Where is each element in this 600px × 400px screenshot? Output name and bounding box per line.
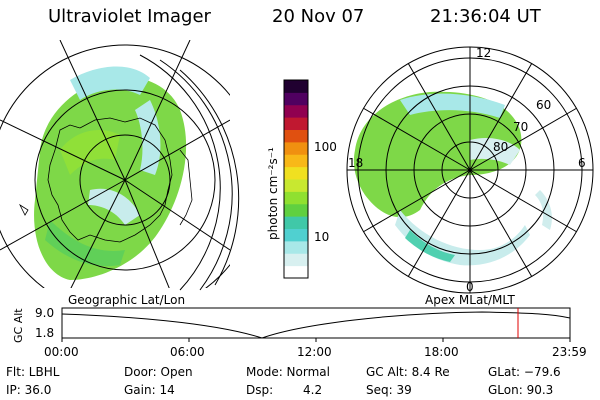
lat-circles-left <box>0 44 230 288</box>
continent-outline <box>47 117 173 243</box>
auroral-emission-left <box>34 66 187 281</box>
altitude-ytick-bottom: 1.8 <box>35 326 55 340</box>
mlat-label-60: 60 <box>536 98 552 112</box>
colorbar-cell <box>284 265 308 279</box>
colorbar-cell <box>284 141 308 155</box>
glat-info: GLat: −79.6 <box>488 365 561 379</box>
filter-info: Flt: LBHL <box>6 365 60 379</box>
time-label: 21:36:04 UT <box>430 6 541 27</box>
altitude-ylabel: GC Alt <box>12 308 25 343</box>
dsp-value: 4.2 <box>303 383 323 397</box>
xtick-1200: 12:00 <box>297 345 332 359</box>
limb-arcs <box>139 54 240 291</box>
mlt-map-border <box>346 46 594 294</box>
glon-info: GLon: 90.3 <box>488 383 554 397</box>
colorbar-cell <box>284 253 308 267</box>
mlt-label-12: 12 <box>476 46 492 60</box>
altitude-ytick-top: 9.0 <box>35 306 55 320</box>
colorbar-cell <box>284 166 308 180</box>
mlt-map-label: Apex MLat/MLT <box>425 293 515 307</box>
colorbar-unit-label: photon cm⁻²s⁻¹ <box>266 147 280 240</box>
colorbar-cell <box>284 203 308 217</box>
geographic-map-label: Geographic Lat/Lon <box>68 293 186 307</box>
door-info: Door: Open <box>124 365 193 379</box>
altitude-plot <box>61 307 571 342</box>
mlat-label-80: 80 <box>493 140 509 154</box>
lon-lines-left <box>0 40 230 288</box>
xtick-0000: 00:00 <box>44 345 79 359</box>
colorbar-cell <box>284 228 308 242</box>
mlt-label-6: 6 <box>578 156 586 170</box>
xtick-1800: 18:00 <box>424 345 459 359</box>
colorbar-tick-10: 10 <box>314 230 330 244</box>
colorbar-cell <box>284 216 308 229</box>
gain-info: Gain: 14 <box>124 383 175 397</box>
mode-info: Mode: Normal <box>246 365 330 379</box>
colorbar-cell <box>284 179 308 192</box>
colorbar-cell <box>284 191 308 205</box>
mlat-circles <box>357 57 583 283</box>
ip-info: IP: 36.0 <box>6 383 52 397</box>
mlt-label-18: 18 <box>348 156 364 170</box>
mlat-label-70: 70 <box>513 120 529 134</box>
auroral-emission-right <box>353 91 552 266</box>
gc-alt-info: GC Alt: 8.4 Re <box>366 365 450 379</box>
dsp-label: Dsp: <box>246 383 274 397</box>
colorbar-cell <box>284 104 308 118</box>
xtick-0600: 06:00 <box>170 345 205 359</box>
instrument-title: Ultraviolet Imager <box>48 6 211 27</box>
date-label: 20 Nov 07 <box>272 6 365 27</box>
mlt-label-0: 0 <box>466 280 474 294</box>
mlt-lines <box>347 47 593 293</box>
seq-info: Seq: 39 <box>366 383 412 397</box>
colorbar-cell <box>284 80 308 93</box>
colorbar-cell <box>284 117 308 130</box>
colorbar-cell <box>284 129 308 143</box>
colorbar-cell <box>284 240 308 254</box>
altitude-curve <box>61 311 571 339</box>
colorbar-cell <box>284 154 308 168</box>
colorbar-tick-100: 100 <box>314 140 337 154</box>
colorbar-cell <box>284 92 308 106</box>
xtick-2359: 23:59 <box>552 345 587 359</box>
colorbar <box>283 79 309 279</box>
